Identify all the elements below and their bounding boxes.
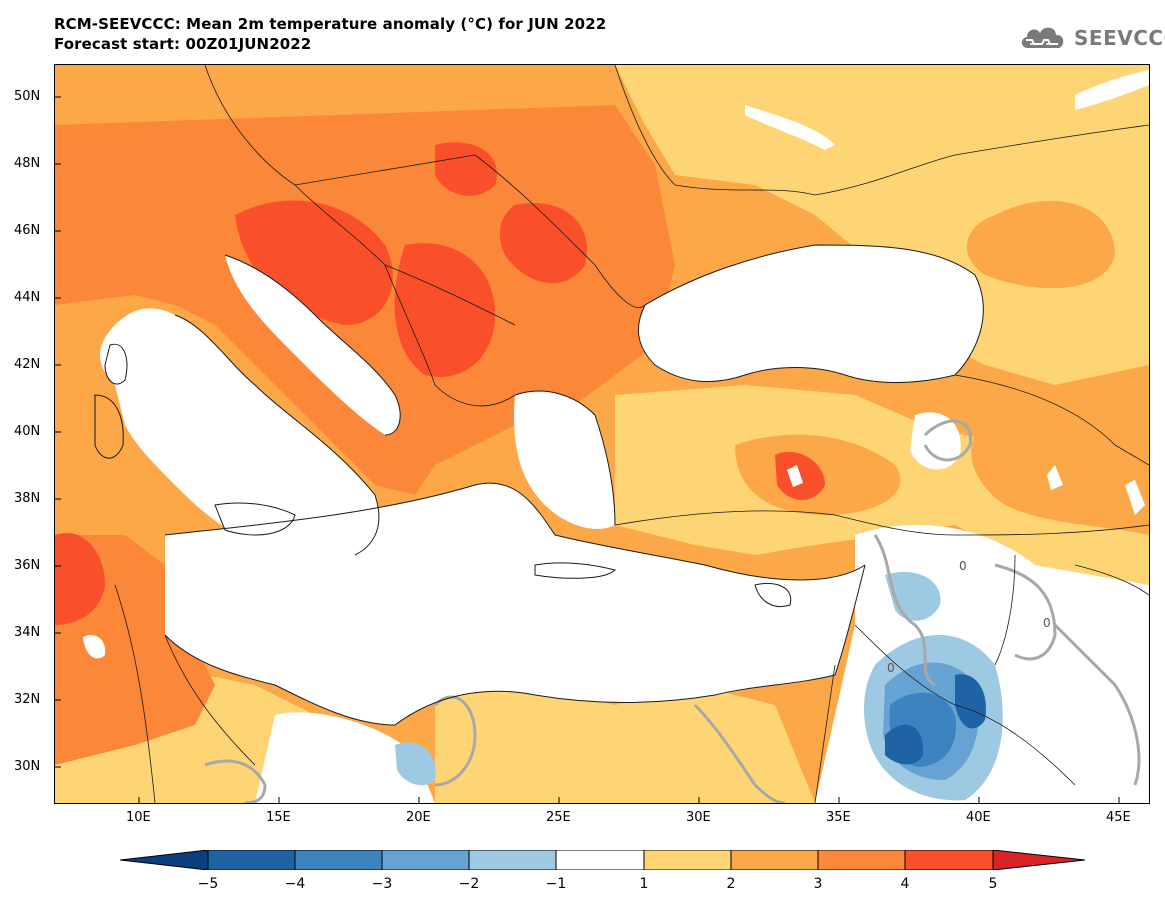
lon-label-10e: 10E — [126, 810, 151, 825]
lat-label-42n: 42N — [14, 357, 41, 372]
lat-label-30n: 30N — [14, 759, 41, 774]
colorbar-segment-plus4-plus5 — [904, 849, 994, 871]
anomaly-red-alps-hungary — [235, 200, 393, 325]
colorbar-graphic — [119, 849, 1086, 871]
colorbar-label-minus2: −2 — [458, 876, 480, 892]
colorbar-label-plus3: 3 — [813, 876, 823, 892]
lake-tuz — [787, 465, 803, 487]
lon-label-25e: 25E — [546, 810, 571, 825]
anomaly-red-serbia — [394, 243, 495, 377]
anomaly-map: 0 0 0 — [54, 64, 1150, 804]
anomaly-red-algeria — [55, 533, 105, 625]
anomaly-neutral-algeria-spot — [83, 635, 106, 659]
sea-aegean — [514, 391, 615, 529]
sea-tyrrhenian — [100, 308, 379, 555]
colorbar-segment-plus2-plus3 — [730, 849, 819, 871]
sea-mediterranean-central — [165, 483, 865, 725]
anomaly-dark-blue-jordan-south — [885, 724, 924, 765]
lake-van — [1047, 465, 1063, 490]
country-borders — [114, 65, 1149, 803]
colorbar-segment-minus4-minus3 — [294, 849, 383, 871]
seevccc-logo: SEEVCCC — [1018, 22, 1165, 54]
colorbar-label-plus5: 5 — [988, 876, 998, 892]
colorbar-label-plus1: 1 — [639, 876, 649, 892]
title-line-1: RCM-SEEVCCC: Mean 2m temperature anomaly… — [54, 15, 607, 33]
colorbar-label-minus1: −1 — [545, 876, 567, 892]
anomaly-light-blue-libya — [395, 742, 436, 786]
colorbar-segment-minus1-plus1 — [555, 849, 645, 871]
lake-urmia — [1125, 480, 1145, 515]
lat-label-38n: 38N — [14, 491, 41, 506]
lon-label-15e: 15E — [266, 810, 291, 825]
map-canvas: 0 0 0 — [55, 65, 1149, 803]
lon-label-35e: 35E — [826, 810, 851, 825]
lat-label-36n: 36N — [14, 558, 41, 573]
colorbar-segment-plus1-plus2 — [643, 849, 732, 871]
colorbar-segment-below-minus5 — [119, 849, 209, 871]
colorbar-label-minus5: −5 — [197, 876, 219, 892]
frame-ticks — [55, 96, 1120, 803]
lat-label-46n: 46N — [14, 223, 41, 238]
colorbar-segment-above-plus5 — [992, 849, 1086, 871]
lat-label-48n: 48N — [14, 156, 41, 171]
colorbar — [119, 849, 1086, 871]
sea-dnieper-reservoir — [745, 105, 835, 150]
colorbar-segment-plus3-plus4 — [817, 849, 906, 871]
lon-label-20e: 20E — [406, 810, 431, 825]
colorbar-label-plus4: 4 — [900, 876, 910, 892]
anomaly-band-light-egypt — [435, 665, 815, 803]
colorbar-segment-minus3-minus2 — [381, 849, 470, 871]
lon-label-30e: 30E — [686, 810, 711, 825]
colorbar-segment-minus5-minus4 — [207, 849, 296, 871]
anomaly-neutral-east-turkey — [910, 412, 961, 470]
lat-label-32n: 32N — [14, 692, 41, 707]
lat-label-34n: 34N — [14, 625, 41, 640]
anomaly-dark-blue-saudi — [955, 674, 986, 729]
colorbar-label-minus3: −3 — [371, 876, 393, 892]
anomaly-red-slovakia — [435, 142, 497, 196]
map-title: RCM-SEEVCCC: Mean 2m temperature anomaly… — [54, 14, 606, 54]
colorbar-segment-minus2-minus1 — [468, 849, 557, 871]
lon-label-40e: 40E — [966, 810, 991, 825]
cloud-icon — [1021, 27, 1064, 48]
river-volga — [1075, 70, 1149, 110]
logo-text: SEEVCCC — [1074, 26, 1165, 50]
contour-label-0-c: 0 — [887, 661, 895, 675]
lon-label-45e: 45E — [1106, 810, 1131, 825]
lat-label-40n: 40N — [14, 424, 41, 439]
anomaly-neutral-libya — [255, 712, 435, 803]
coastlines — [94, 244, 984, 726]
sea-black-sea — [638, 245, 984, 383]
anomaly-red-romania — [499, 203, 587, 284]
colorbar-label-plus2: 2 — [726, 876, 736, 892]
lat-label-50n: 50N — [14, 89, 41, 104]
contour-label-0-a: 0 — [959, 559, 967, 573]
colorbar-label-minus4: −4 — [284, 876, 306, 892]
lat-label-44n: 44N — [14, 290, 41, 305]
contour-label-0-b: 0 — [1043, 616, 1051, 630]
anomaly-orange-russia — [966, 200, 1115, 289]
title-line-2: Forecast start: 00Z01JUN2022 — [54, 35, 312, 53]
sea-adriatic — [225, 255, 401, 435]
